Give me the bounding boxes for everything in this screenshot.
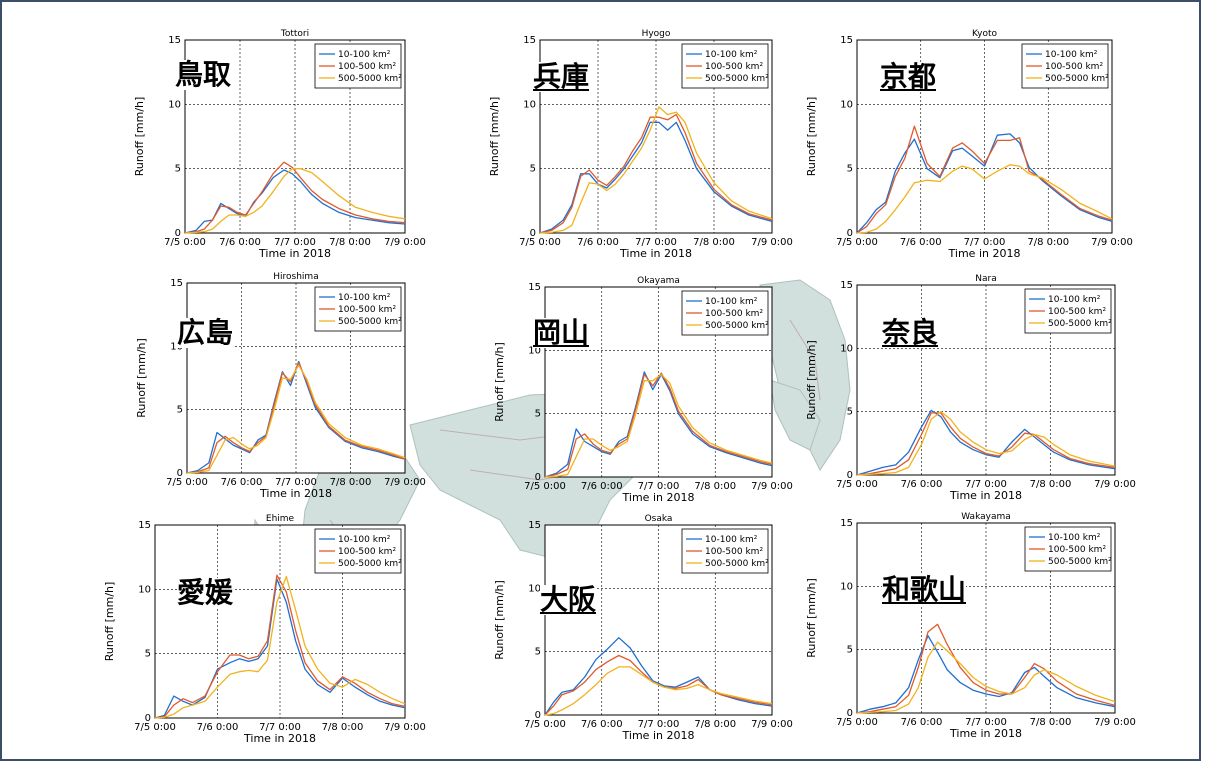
region-label: 兵庫 [533,60,590,93]
region-label: 和歌山 [882,573,967,606]
region-label: 鳥取 [175,58,232,91]
region-label: 広島 [177,316,234,349]
region-label: 大阪 [540,583,597,616]
region-label: 愛媛 [177,576,234,609]
region-label: 奈良 [882,316,939,349]
region-label: 岡山 [533,316,590,349]
region-label: 京都 [880,60,937,93]
